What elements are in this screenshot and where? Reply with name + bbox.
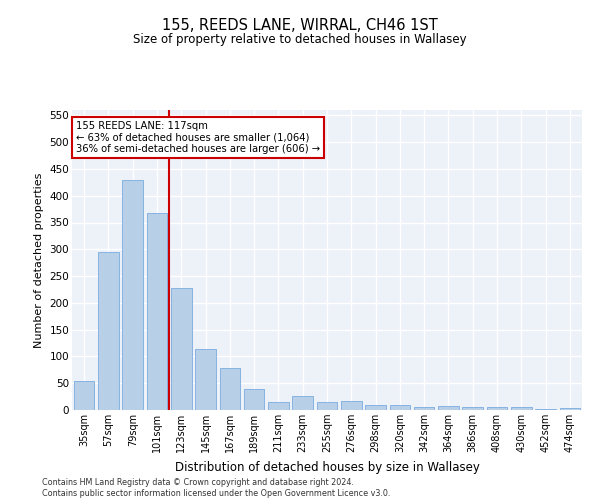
Text: 155, REEDS LANE, WIRRAL, CH46 1ST: 155, REEDS LANE, WIRRAL, CH46 1ST xyxy=(162,18,438,32)
Bar xyxy=(389,404,410,410)
Bar xyxy=(195,350,216,410)
Bar xyxy=(463,408,483,410)
Text: 155 REEDS LANE: 117sqm
← 63% of detached houses are smaller (1,064)
36% of semi-: 155 REEDS LANE: 117sqm ← 63% of detached… xyxy=(76,120,320,154)
Bar xyxy=(171,288,191,410)
Bar xyxy=(365,405,386,410)
Bar xyxy=(341,402,362,410)
Bar xyxy=(122,180,143,410)
Bar xyxy=(487,408,508,410)
Bar xyxy=(317,402,337,410)
Bar xyxy=(414,407,434,410)
Bar xyxy=(98,252,119,410)
Bar xyxy=(535,409,556,410)
Text: Size of property relative to detached houses in Wallasey: Size of property relative to detached ho… xyxy=(133,32,467,46)
Text: Contains HM Land Registry data © Crown copyright and database right 2024.
Contai: Contains HM Land Registry data © Crown c… xyxy=(42,478,391,498)
Bar xyxy=(292,396,313,410)
Bar xyxy=(268,402,289,410)
Bar xyxy=(74,380,94,410)
Bar xyxy=(560,408,580,410)
Bar xyxy=(511,408,532,410)
Y-axis label: Number of detached properties: Number of detached properties xyxy=(34,172,44,348)
Bar xyxy=(146,213,167,410)
Bar xyxy=(244,388,265,410)
X-axis label: Distribution of detached houses by size in Wallasey: Distribution of detached houses by size … xyxy=(175,460,479,473)
Bar xyxy=(438,406,459,410)
Bar xyxy=(220,368,240,410)
